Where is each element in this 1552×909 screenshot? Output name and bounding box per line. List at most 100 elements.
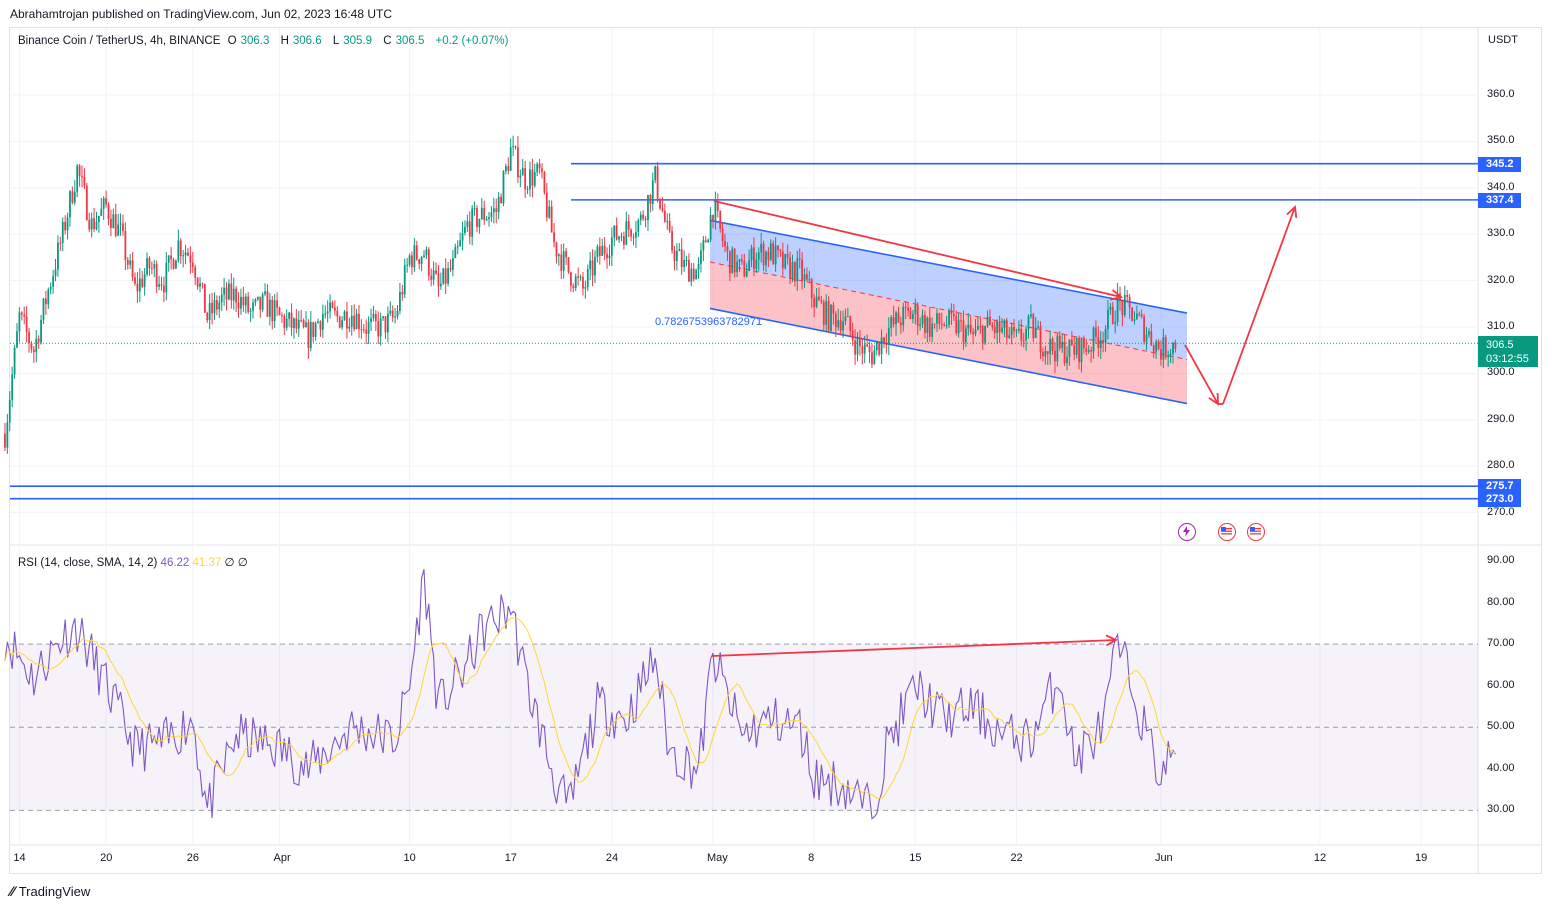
- candle-body: [456, 246, 459, 248]
- candle-body: [134, 277, 136, 284]
- candle-body: [425, 249, 428, 256]
- candle-body: [148, 258, 151, 269]
- candle-body: [721, 228, 724, 242]
- candle-body: [536, 163, 539, 173]
- candle-body: [579, 276, 582, 278]
- candle-body: [1056, 335, 1059, 362]
- candle-body: [921, 315, 924, 325]
- candle-body: [1109, 306, 1112, 310]
- candle-body: [1167, 354, 1170, 358]
- candle-body: [488, 216, 490, 220]
- candle-body: [165, 262, 168, 293]
- us-flag-event-icon[interactable]: [1218, 523, 1236, 541]
- candle-body: [170, 255, 173, 260]
- candle-body: [695, 269, 698, 280]
- candle-body: [1148, 331, 1150, 335]
- candle-body: [844, 316, 847, 322]
- candle-body: [533, 172, 536, 186]
- candle-body: [598, 246, 601, 256]
- candle-body: [678, 249, 681, 252]
- candle-body: [411, 255, 413, 268]
- candle-body: [622, 236, 625, 245]
- time-axis-tick: 19: [1415, 852, 1428, 864]
- candle-body: [1058, 335, 1061, 349]
- candle-body: [849, 316, 852, 332]
- us-flag-event-icon[interactable]: [1247, 523, 1265, 541]
- trend-arrow: [713, 200, 1122, 298]
- candle-body: [309, 322, 312, 349]
- candle-body: [813, 298, 816, 308]
- candle-body: [473, 208, 476, 210]
- candle-body: [1066, 356, 1068, 364]
- candle-body: [692, 268, 695, 280]
- candle-body: [962, 320, 965, 343]
- candle-body: [478, 219, 481, 228]
- candle-body: [276, 300, 278, 308]
- channel-label[interactable]: 0.7826753963782971: [655, 316, 763, 328]
- candle-body: [854, 340, 856, 355]
- candle-body: [242, 296, 245, 306]
- candle-body: [203, 283, 206, 313]
- symbol-legend[interactable]: Binance Coin / TetherUS, 4h, BINANCE O 30…: [18, 35, 512, 47]
- candle-body: [873, 350, 876, 365]
- candle-body: [938, 313, 941, 324]
- candle-body: [85, 185, 88, 220]
- candle-body: [507, 166, 510, 171]
- candle-body: [801, 259, 804, 281]
- candle-body: [196, 277, 199, 287]
- candle-body: [911, 314, 914, 319]
- candle-body: [524, 168, 527, 190]
- candle-body: [866, 344, 869, 347]
- candle-body: [940, 323, 943, 325]
- candle-body: [423, 255, 425, 257]
- candle-body: [712, 215, 714, 221]
- candle-body: [317, 321, 319, 324]
- candle-body: [827, 301, 830, 331]
- candle-body: [784, 254, 787, 269]
- candle-body: [1042, 352, 1044, 357]
- candle-body: [346, 311, 348, 329]
- candle-body: [273, 300, 276, 322]
- candle-body: [353, 315, 356, 329]
- candle-body: [78, 165, 81, 176]
- candle-body: [880, 337, 883, 355]
- candle-body: [603, 245, 606, 254]
- tradingview-logo-icon: ⁄⁄: [10, 883, 15, 899]
- candle-body: [1150, 331, 1153, 345]
- candle-body: [1157, 341, 1160, 350]
- candle-body: [175, 260, 177, 269]
- candle-body: [468, 221, 471, 237]
- candle-body: [271, 299, 274, 322]
- candle-body: [129, 260, 132, 265]
- candle-body: [1027, 316, 1030, 330]
- candle-body: [974, 329, 977, 334]
- price-level-tag: 275.7: [1478, 479, 1521, 495]
- candle-body: [825, 301, 828, 325]
- candle-body: [1138, 313, 1141, 315]
- lightning-event-icon[interactable]: [1178, 523, 1196, 541]
- candle-body: [769, 243, 772, 260]
- candle-body: [232, 288, 235, 301]
- candle-body: [517, 147, 519, 178]
- candle-body: [1010, 326, 1013, 336]
- candle-body: [642, 214, 645, 219]
- candle-body: [290, 312, 293, 329]
- candle-body: [1073, 345, 1076, 355]
- candle-body: [890, 317, 893, 329]
- rsi-label: RSI (14, close, SMA, 14, 2): [18, 557, 158, 569]
- currency-label[interactable]: USDT: [1488, 34, 1518, 46]
- candle-body: [810, 279, 813, 299]
- candle-body: [1174, 342, 1177, 349]
- candle-body: [861, 346, 864, 354]
- candle-body: [466, 221, 469, 227]
- candle-body: [391, 310, 394, 318]
- price-axis-tick: 320.0: [1487, 273, 1515, 286]
- candle-body: [543, 171, 546, 193]
- candle-body: [90, 218, 93, 230]
- candle-body: [1049, 338, 1052, 354]
- candle-body: [1070, 339, 1073, 346]
- rsi-legend[interactable]: RSI (14, close, SMA, 14, 2) 46.22 41.37 …: [18, 555, 248, 569]
- tradingview-logo[interactable]: ⁄⁄ TradingView: [10, 883, 90, 899]
- candle-body: [244, 296, 247, 306]
